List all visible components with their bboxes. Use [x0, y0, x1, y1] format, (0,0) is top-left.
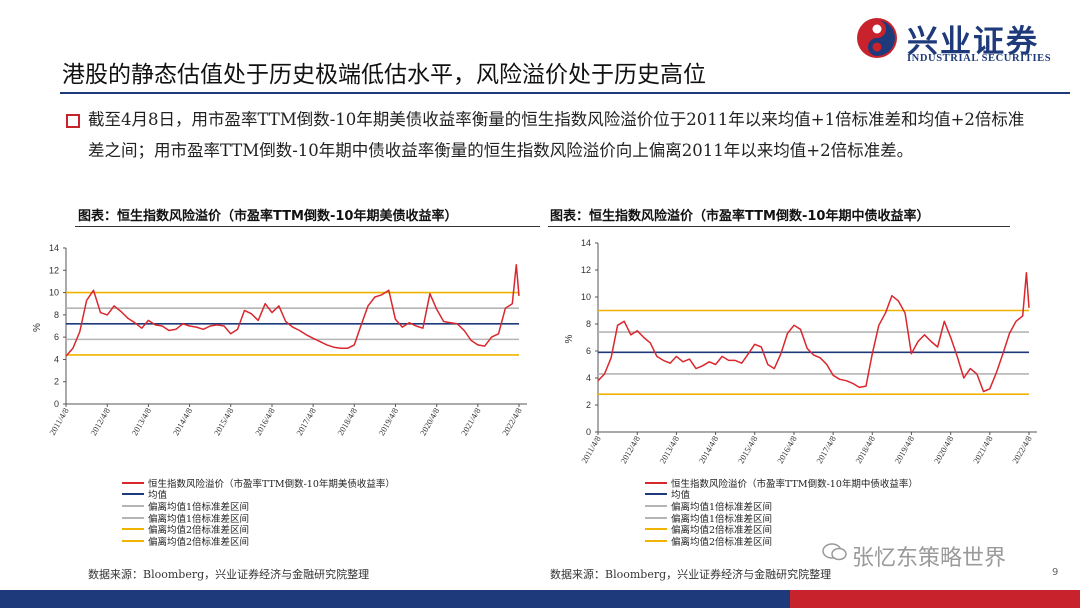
y-tick-label: 0: [54, 399, 59, 409]
x-tick-label: 2022/4/8: [500, 406, 524, 437]
chart-title-rule-left: [75, 226, 540, 227]
x-tick-label: 2015/4/8: [212, 406, 236, 437]
legend-item-mean: 均值: [122, 489, 395, 501]
chart-title-rule-right: [548, 226, 1010, 227]
x-tick-label: 2020/4/8: [418, 406, 442, 437]
y-tick-label: 12: [49, 265, 59, 275]
title-divider: [60, 92, 1070, 94]
x-tick-label: 2016/4/8: [775, 434, 799, 465]
x-tick-label: 2013/4/8: [657, 434, 681, 465]
x-tick-label: 2015/4/8: [736, 434, 760, 465]
chart-title-right: 图表：恒生指数风险溢价（市盈率TTM倒数-10年期中债收益率）: [550, 209, 930, 224]
legend-item-sd2-lower: 偏离均值2倍标准差区间: [122, 535, 395, 548]
y-tick-label: 14: [49, 243, 59, 253]
x-tick-label: 2020/4/8: [932, 434, 956, 465]
x-tick-label: 2022/4/8: [1010, 434, 1034, 465]
x-tick-label: 2011/4/8: [579, 434, 603, 465]
y-axis-label: %: [564, 335, 575, 344]
x-tick-label: 2012/4/8: [88, 406, 112, 437]
x-tick-label: 2014/4/8: [697, 434, 721, 465]
bullet-text: 截至4月8日，用市盈率TTM倒数-10年期美债收益率衡量的恒生指数风险溢价位于2…: [88, 110, 1025, 160]
legend-item-sd2-upper: 偏离均值2倍标准差区间: [645, 523, 918, 536]
chart-title-left: 图表：恒生指数风险溢价（市盈率TTM倒数-10年期美债收益率）: [78, 209, 458, 224]
series-line: [597, 271, 1030, 393]
y-tick-label: 4: [586, 373, 591, 383]
x-tick-label: 2019/4/8: [892, 434, 916, 465]
x-tick-label: 2014/4/8: [171, 406, 195, 437]
footer-accent: [790, 590, 1080, 608]
y-tick-label: 8: [586, 319, 591, 329]
x-tick-label: 2017/4/8: [294, 406, 318, 437]
logo-subtitle: INDUSTRIAL SECURITIES: [907, 53, 1052, 64]
x-tick-label: 2013/4/8: [129, 406, 153, 437]
legend-item-sd2-upper: 偏离均值2倍标准差区间: [122, 523, 395, 536]
company-logo: 兴业证券 INDUSTRIAL SECURITIES: [855, 14, 1070, 66]
x-tick-label: 2019/4/8: [376, 406, 400, 437]
y-tick-label: 6: [54, 332, 59, 342]
x-tick-label: 2018/4/8: [335, 406, 359, 437]
logo-text: 兴业证券: [907, 24, 1039, 60]
x-tick-label: 2021/4/8: [459, 406, 483, 437]
legend-item-sd1-upper: 偏离均值1倍标准差区间: [122, 500, 395, 513]
legend-item-series: 恒生指数风险溢价（市盈率TTM倒数-10年期中债收益率）: [645, 477, 918, 490]
y-tick-label: 4: [54, 354, 59, 364]
y-tick-label: 10: [49, 288, 59, 298]
x-tick-label: 2018/4/8: [853, 434, 877, 465]
y-tick-label: 12: [581, 265, 591, 275]
y-tick-label: 6: [586, 346, 591, 356]
series-line: [65, 263, 520, 357]
legend-item-sd2-lower: 偏离均值2倍标准差区间: [645, 535, 918, 548]
y-tick-label: 0: [586, 427, 591, 437]
chart-legend-right: 恒生指数风险溢价（市盈率TTM倒数-10年期中债收益率） 均值 偏离均值1倍标准…: [645, 477, 918, 548]
x-tick-label: 2016/4/8: [253, 406, 277, 437]
y-tick-label: 10: [581, 292, 591, 302]
legend-item-sd1-lower: 偏离均值1倍标准差区间: [645, 512, 918, 525]
page-title: 港股的静态估值处于历史极端低估水平，风险溢价处于历史高位: [62, 62, 706, 88]
legend-item-mean: 均值: [645, 489, 918, 501]
x-tick-label: 2011/4/8: [47, 406, 71, 437]
risk-premium-chart-cn: 0 2 4 6 8 10 12 14% 2011/4/8 2012/4/8 2013/4/8 2014…: [564, 238, 1037, 465]
y-axis-label: %: [32, 323, 43, 332]
x-tick-label: 2021/4/8: [971, 434, 995, 465]
legend-item-sd1-upper: 偏离均值1倍标准差区间: [645, 500, 918, 513]
data-source-left: 数据来源：Bloomberg，兴业证券经济与金融研究院整理: [88, 568, 370, 581]
legend-item-series: 恒生指数风险溢价（市盈率TTM倒数-10年期美债收益率）: [122, 477, 395, 490]
data-source-right: 数据来源：Bloomberg，兴业证券经济与金融研究院整理: [550, 568, 832, 581]
logo-mark-icon: [857, 18, 897, 58]
y-tick-label: 2: [586, 400, 591, 410]
bullet-square-icon: [66, 114, 80, 128]
y-tick-label: 14: [581, 238, 591, 248]
x-tick-label: 2017/4/8: [814, 434, 838, 465]
risk-premium-chart-us: 0 2 4 6 8 10 12 14% 2011/4/8 2012/4/8 2013/4/8 2014…: [32, 243, 527, 437]
legend-item-sd1-lower: 偏离均值1倍标准差区间: [122, 512, 395, 525]
x-tick-label: 2012/4/8: [618, 434, 642, 465]
y-tick-label: 8: [54, 310, 59, 320]
chart-legend-left: 恒生指数风险溢价（市盈率TTM倒数-10年期美债收益率） 均值 偏离均值1倍标准…: [122, 477, 395, 548]
watermark-text: 张忆东策略世界: [852, 546, 1007, 571]
page-number: 9: [1052, 567, 1059, 578]
y-tick-label: 2: [54, 377, 59, 387]
wechat-icon: [822, 543, 847, 561]
